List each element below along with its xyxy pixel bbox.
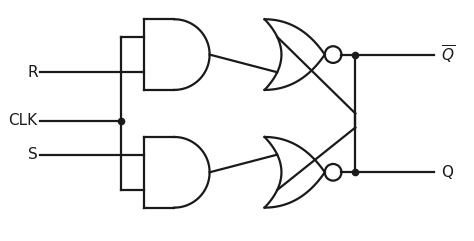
Text: $\overline{Q}$: $\overline{Q}$ xyxy=(441,44,456,66)
Text: Q: Q xyxy=(441,165,454,180)
Text: S: S xyxy=(28,147,37,162)
Text: CLK: CLK xyxy=(9,113,37,128)
Text: R: R xyxy=(27,65,37,80)
